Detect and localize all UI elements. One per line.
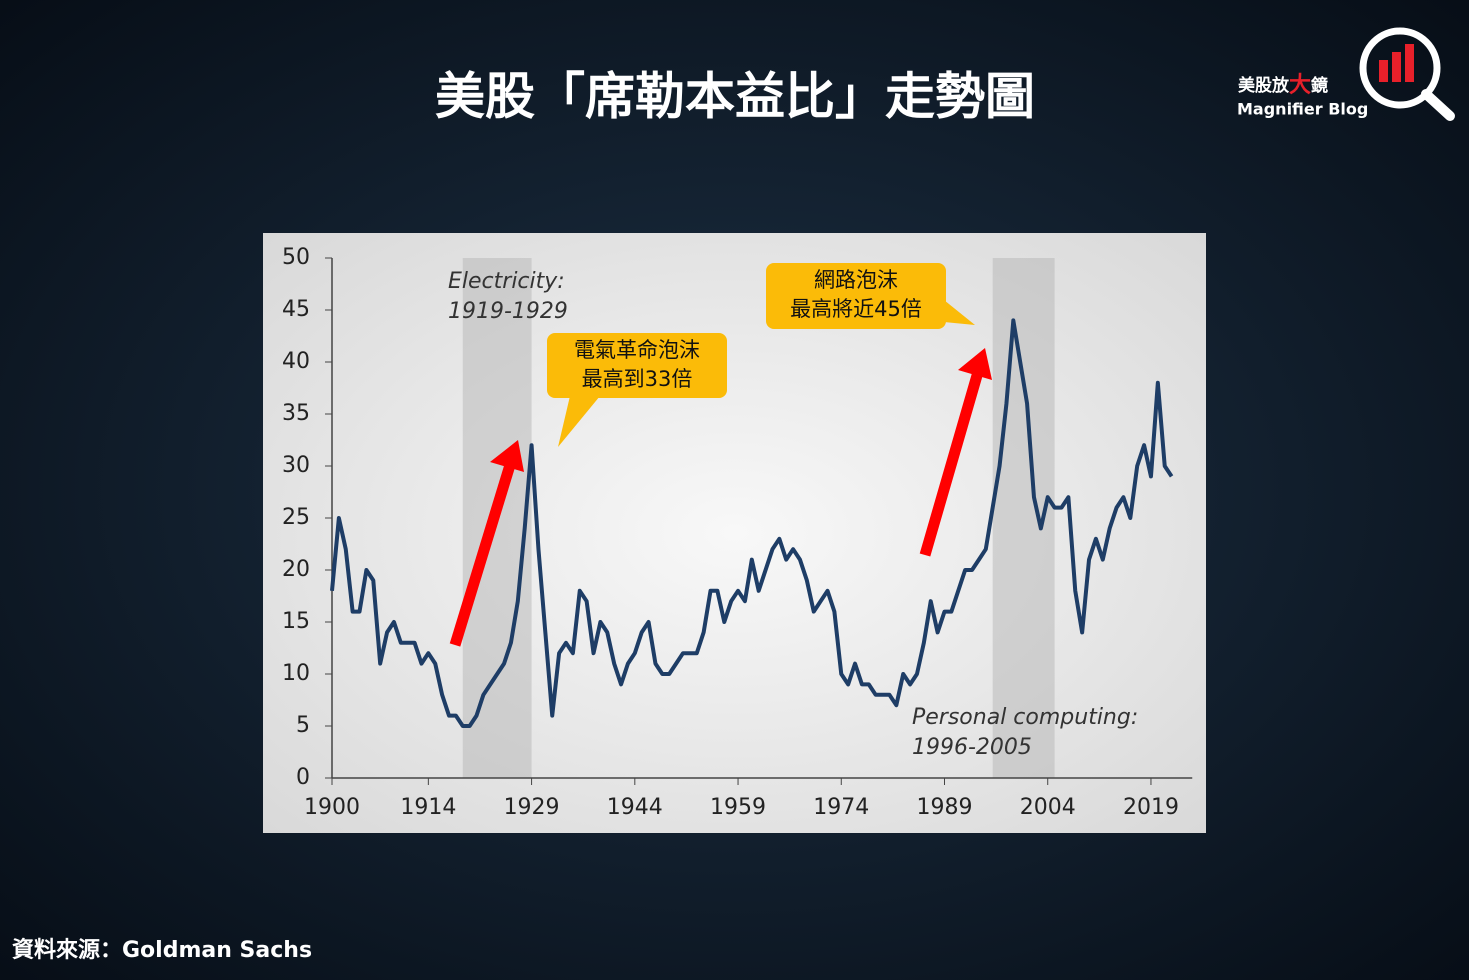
logo-text: 鏡 bbox=[1311, 75, 1328, 96]
plot: 0 5 10 15 20 25 30 35 40 45 50 1900 1914 1929 1944 1959… bbox=[282, 245, 1193, 820]
logo-icon bbox=[1392, 52, 1401, 82]
x-tick-label: 1914 bbox=[400, 795, 456, 820]
callout-tail bbox=[558, 396, 600, 447]
x-tick-label: 1900 bbox=[304, 795, 360, 820]
annotation: Personal computing: bbox=[912, 705, 1138, 730]
x-tick-label: 1929 bbox=[504, 795, 560, 820]
callout-text: 最高到33倍 bbox=[582, 367, 693, 391]
logo-name: 美股放大鏡 bbox=[1238, 73, 1328, 98]
x-tick-label: 1944 bbox=[607, 795, 663, 820]
arrow-head bbox=[958, 348, 992, 380]
x-tick-label: 2019 bbox=[1123, 795, 1179, 820]
y-tick-label: 30 bbox=[282, 453, 310, 478]
annotation: 1996-2005 bbox=[912, 735, 1032, 760]
logo-subtitle: Magnifier Blog bbox=[1237, 100, 1368, 119]
x-tick-label: 2004 bbox=[1020, 795, 1076, 820]
x-tick-label: 1959 bbox=[710, 795, 766, 820]
logo-lens bbox=[1359, 27, 1441, 109]
logo-icon bbox=[1405, 44, 1414, 82]
y-tick-label: 0 bbox=[296, 765, 310, 790]
y-tick-label: 40 bbox=[282, 349, 310, 374]
annotation: Electricity: bbox=[448, 269, 565, 294]
y-tick-label: 10 bbox=[282, 661, 310, 686]
callout-text: 網路泡沫 bbox=[814, 268, 898, 292]
logo-handle bbox=[1421, 89, 1455, 121]
callout-box bbox=[766, 263, 946, 329]
x-tick-label: 1974 bbox=[813, 795, 869, 820]
logo-highlight: 大 bbox=[1289, 73, 1311, 98]
callout-text: 電氣革命泡沫 bbox=[574, 338, 700, 362]
shaded-period bbox=[992, 258, 1055, 778]
source: 資料來源：Goldman Sachs bbox=[12, 937, 312, 963]
arrow-head bbox=[490, 440, 524, 472]
data-line bbox=[330, 318, 1174, 728]
callout-tail bbox=[944, 300, 975, 325]
y-tick-label: 45 bbox=[282, 297, 310, 322]
callout-box bbox=[547, 333, 727, 398]
logo-icon bbox=[1379, 60, 1388, 82]
chart-panel bbox=[263, 233, 1206, 833]
logo: 美股放大鏡 Magnifier Blog bbox=[1237, 27, 1455, 121]
y-tick-label: 25 bbox=[282, 505, 310, 530]
logo-text: 美股放 bbox=[1238, 75, 1290, 96]
y-tick-label: 35 bbox=[282, 401, 310, 426]
arrow bbox=[919, 370, 984, 557]
annotation: 1919-1929 bbox=[448, 299, 568, 324]
y-tick-label: 20 bbox=[282, 557, 310, 582]
y-tick-label: 50 bbox=[282, 245, 310, 270]
arrow bbox=[449, 463, 516, 647]
callout-text: 最高將近45倍 bbox=[790, 297, 922, 321]
y-tick-label: 15 bbox=[282, 609, 310, 634]
y-tick-label: 5 bbox=[296, 713, 310, 738]
x-tick-label: 1989 bbox=[916, 795, 972, 820]
title: 美股「席勒本益比」走勢圖 bbox=[435, 68, 1035, 126]
